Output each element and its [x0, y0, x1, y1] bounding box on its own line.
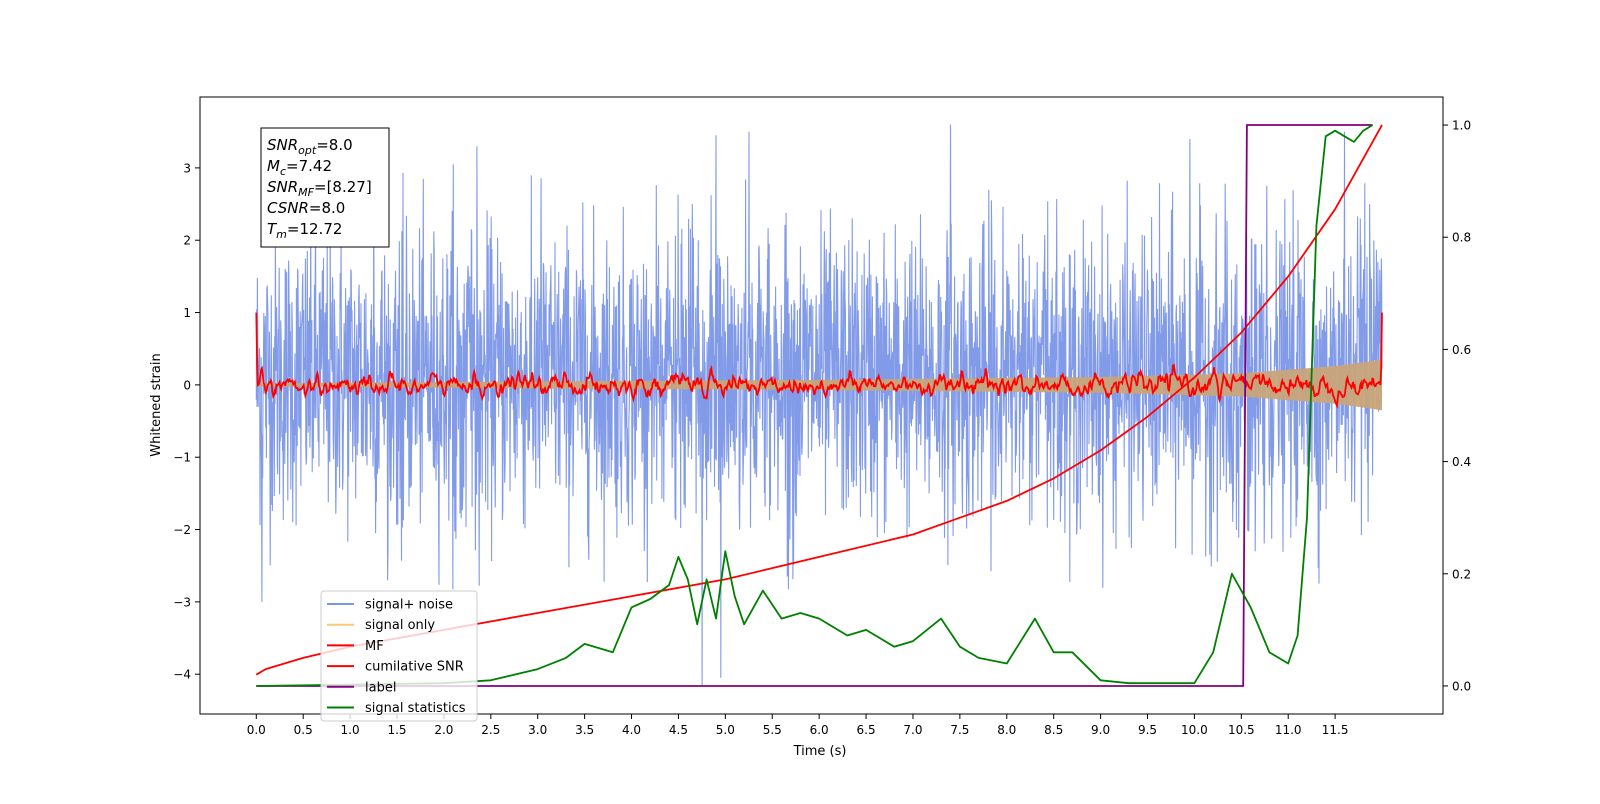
x-tick-label: 9.0: [1091, 723, 1110, 737]
x-tick-label: 7.0: [903, 723, 922, 737]
y2-tick-label: 0.4: [1452, 455, 1471, 469]
legend-frame: [320, 590, 478, 722]
x-tick-label: 5.0: [716, 723, 735, 737]
x-tick-label: 5.5: [763, 723, 782, 737]
y-tick-label: −1: [173, 451, 191, 465]
x-tick-label: 4.5: [669, 723, 688, 737]
x-tick-label: 4.0: [622, 723, 641, 737]
x-tick-label: 11.0: [1275, 723, 1302, 737]
x-tick-label: 0.5: [294, 723, 313, 737]
x-tick-label: 1.0: [341, 723, 360, 737]
y-tick-label: 3: [183, 161, 191, 175]
y-axis-right: 1.0 0.8 0.6 0.4 0.2 0.0: [1443, 119, 1471, 693]
y-axis-label: Whitened strain: [149, 353, 164, 456]
series-signal-only-band: [256, 359, 1382, 411]
legend-label: signal+ noise: [365, 598, 453, 613]
annotation-line: CSNR=8.0: [267, 199, 345, 217]
y2-tick-label: 0.6: [1452, 343, 1471, 357]
x-tick-label: 2.5: [481, 723, 500, 737]
legend: signal+ noise signal only MF cumilative SNR…: [320, 590, 478, 722]
annotation-frame: [260, 127, 390, 248]
series-label-line: [256, 124, 1373, 687]
x-tick-label: 11.5: [1322, 723, 1349, 737]
annotation-line: SNRopt=8.0: [267, 136, 353, 157]
x-tick-label: 10.0: [1181, 723, 1208, 737]
x-tick-label: 8.5: [1044, 723, 1063, 737]
x-axis: 0.0 0.5 1.0 1.5 2.0 2.5 3.0 3.5 4.0 4.5 5.0 5.5 6.0 6…: [247, 714, 1349, 737]
series-signal-noise-line: [255, 124, 1383, 686]
x-tick-label: 7.5: [950, 723, 969, 737]
x-tick-label: 6.5: [857, 723, 876, 737]
y-tick-label: −2: [173, 523, 191, 537]
annotation-line: SNRMF=[8.27]: [267, 178, 372, 199]
y2-tick-label: 1.0: [1452, 119, 1471, 133]
y2-tick-label: 0.8: [1452, 231, 1471, 245]
y-axis-left: 3 2 1 0 −1 −2 −3 −4: [173, 161, 200, 682]
legend-label: signal only: [365, 618, 435, 633]
x-tick-label: 8.0: [997, 723, 1016, 737]
y-tick-label: 0: [183, 378, 191, 392]
x-tick-label: 6.0: [810, 723, 829, 737]
y-tick-label: −4: [173, 668, 191, 682]
legend-label: cumilative SNR: [365, 660, 464, 675]
x-tick-label: 0.0: [247, 723, 266, 737]
y-tick-label: 2: [183, 234, 191, 248]
annotation-line: Tm=12.72: [267, 220, 342, 241]
x-tick-label: 9.5: [1138, 723, 1157, 737]
legend-label: label: [365, 680, 396, 695]
y2-tick-label: 0.2: [1452, 567, 1471, 581]
x-tick-label: 10.5: [1228, 723, 1255, 737]
y-tick-label: −3: [173, 595, 191, 609]
x-tick-label: 3.5: [575, 723, 594, 737]
legend-label: signal statistics: [365, 701, 466, 716]
series-mf-line: [255, 312, 1383, 410]
x-axis-label: Time (s): [793, 744, 847, 759]
series-signal-statistics-line: [256, 124, 1374, 687]
y2-tick-label: 0.0: [1452, 679, 1471, 693]
y-tick-label: 1: [183, 306, 191, 320]
x-tick-label: 1.5: [387, 723, 406, 737]
axes-frame: [199, 96, 1444, 715]
annotation-line: Mc=7.42: [267, 157, 332, 178]
x-tick-label: 3.0: [528, 723, 547, 737]
legend-label: MF: [365, 639, 384, 654]
x-tick-label: 2.0: [434, 723, 453, 737]
